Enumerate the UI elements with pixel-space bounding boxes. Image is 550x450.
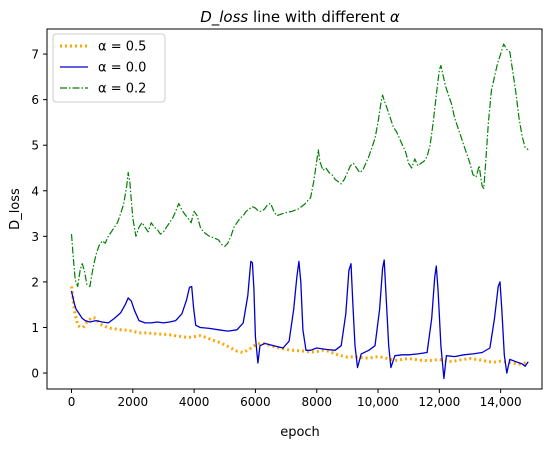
x-tick-label: 2000 [118, 395, 149, 409]
x-axis-label: epoch [280, 425, 320, 440]
y-tick-label: 2 [31, 275, 39, 289]
y-tick-label: 5 [31, 139, 39, 153]
x-axis-ticks: 0 2000 4000 6000 8000 10,000 12,000 14,000 [68, 389, 522, 409]
x-tick-label: 8000 [301, 395, 332, 409]
x-tick-label: 4000 [179, 395, 210, 409]
x-tick-label: 10,000 [357, 395, 399, 409]
y-axis-ticks: 0 1 2 3 4 5 6 7 [31, 48, 47, 381]
legend: α = 0.5 α = 0.0 α = 0.2 [52, 33, 166, 103]
series-line-1 [70, 259, 529, 380]
y-tick-label: 4 [31, 184, 39, 198]
legend-label-1: α = 0.0 [98, 61, 146, 76]
legend-label-0: α = 0.5 [98, 40, 146, 55]
legend-label-2: α = 0.2 [98, 82, 146, 97]
series-line-2 [70, 43, 529, 288]
y-tick-label: 0 [31, 367, 39, 381]
y-tick-label: 1 [31, 321, 39, 335]
x-tick-label: 6000 [240, 395, 271, 409]
plot-frame [46, 28, 543, 390]
x-tick-label: 12,000 [418, 395, 460, 409]
x-tick-label: 0 [68, 395, 76, 409]
y-tick-label: 7 [31, 48, 39, 62]
y-tick-label: 6 [31, 93, 39, 107]
legend-box [52, 33, 166, 103]
x-tick-label: 14,000 [480, 395, 522, 409]
series-layer [70, 43, 529, 380]
chart-title: D_loss line with different α [200, 8, 400, 27]
y-tick-label: 3 [31, 230, 39, 244]
legend-items: α = 0.5 α = 0.0 α = 0.2 [60, 40, 146, 97]
y-axis-label: D_loss [8, 188, 23, 230]
